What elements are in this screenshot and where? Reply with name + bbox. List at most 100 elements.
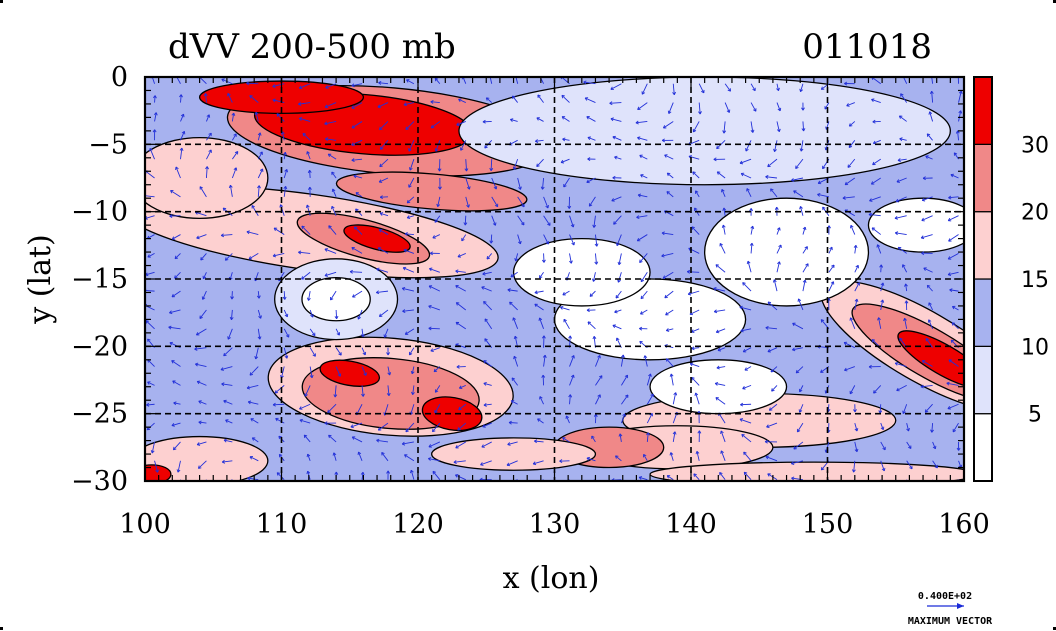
- wind-vector-head: [357, 451, 362, 456]
- wind-vector-head: [533, 483, 536, 486]
- wind-vector: [565, 415, 570, 424]
- wind-vector-head: [920, 384, 924, 389]
- wind-vector-head: [586, 116, 590, 120]
- wind-vector: [506, 460, 518, 466]
- wind-vector: [773, 279, 778, 292]
- wind-vector: [196, 328, 207, 336]
- wind-vector-head: [950, 339, 955, 344]
- wind-vector: [376, 290, 389, 293]
- wind-vector: [406, 79, 415, 85]
- wind-vector-head: [221, 78, 225, 82]
- wind-vector: [206, 114, 210, 122]
- wind-vector-head: [727, 88, 731, 92]
- wind-vector: [849, 385, 856, 395]
- wind-vector-head: [352, 294, 356, 298]
- wind-vector-head: [353, 174, 357, 179]
- wind-vector: [828, 264, 835, 273]
- wind-vector: [486, 97, 493, 103]
- wind-vector-head: [719, 472, 723, 476]
- wind-vector: [350, 271, 363, 273]
- wind-vector: [723, 207, 726, 216]
- wind-vector: [403, 249, 415, 254]
- wind-vector-head: [722, 130, 727, 134]
- wind-vector: [324, 271, 337, 277]
- wind-vector-head: [722, 207, 727, 211]
- wind-vector: [850, 317, 856, 329]
- wind-vector: [281, 131, 285, 141]
- wind-vector-head: [402, 266, 407, 271]
- wind-vector-head: [157, 487, 160, 490]
- wind-vector: [715, 382, 726, 386]
- wind-vector: [850, 225, 856, 235]
- wind-vector-head: [306, 453, 311, 458]
- wind-vector-head: [508, 420, 512, 425]
- wind-vector-head: [535, 139, 539, 143]
- y-tick-label: −30: [71, 466, 128, 497]
- wind-vector-head: [820, 86, 825, 90]
- wind-vector-head: [306, 151, 310, 155]
- wind-vector-head: [849, 390, 854, 395]
- wind-vector-head: [150, 450, 155, 454]
- wind-vector-head: [379, 163, 383, 168]
- wind-vector: [902, 77, 908, 84]
- wind-vector: [309, 366, 313, 378]
- wind-vector: [739, 306, 752, 311]
- wind-vector: [180, 94, 182, 103]
- wind-vector: [457, 253, 466, 258]
- wind-vector-head: [624, 374, 629, 379]
- wind-vector-head: [849, 317, 854, 321]
- wind-vector: [480, 460, 492, 466]
- wind-vector-head: [853, 409, 857, 413]
- colorbar-label: 5: [1028, 403, 1042, 428]
- wind-vector-head: [251, 205, 255, 209]
- wind-vector-head: [713, 287, 717, 291]
- wind-vector-head: [613, 221, 617, 225]
- wind-vector: [361, 472, 364, 480]
- wind-vector: [770, 188, 778, 198]
- wind-vector-head: [928, 302, 932, 306]
- wind-vector-head: [615, 337, 620, 341]
- wind-vector: [776, 83, 779, 91]
- wind-vector: [335, 366, 341, 377]
- wind-vector: [377, 247, 389, 254]
- wind-vector: [147, 253, 155, 258]
- wind-vector-head: [922, 176, 926, 181]
- wind-vector: [257, 309, 262, 319]
- wind-vector-head: [482, 119, 486, 124]
- wind-vector-head: [272, 98, 276, 103]
- wind-vector-head: [615, 455, 619, 459]
- wind-vector: [724, 83, 731, 92]
- wind-vector: [878, 317, 882, 329]
- wind-vector-head: [559, 459, 563, 464]
- wind-vector: [379, 229, 389, 235]
- wind-vector-head: [482, 271, 486, 276]
- wind-vector-head: [353, 226, 358, 230]
- wind-vector: [868, 214, 881, 217]
- wind-vector-head: [542, 354, 547, 359]
- wind-vector-head: [510, 118, 514, 122]
- wind-vector-head: [483, 301, 487, 305]
- wind-vector: [299, 419, 311, 424]
- colorbar-label: 30: [1021, 133, 1049, 158]
- wind-vector: [595, 375, 603, 386]
- wind-vector-head: [434, 389, 439, 393]
- wind-vector: [230, 309, 233, 320]
- wind-vector: [429, 268, 440, 273]
- wind-vector: [664, 290, 674, 299]
- wind-vector: [539, 396, 544, 405]
- wind-vector: [646, 413, 653, 424]
- wind-vector: [640, 290, 648, 300]
- wind-vector-head: [410, 370, 415, 375]
- wind-vector: [750, 102, 757, 112]
- wind-vector-head: [687, 291, 692, 296]
- wind-vector: [358, 451, 363, 461]
- wind-vector-head: [666, 191, 670, 195]
- wind-vector: [455, 474, 466, 481]
- wind-vector-head: [259, 151, 263, 155]
- wind-vector: [222, 460, 233, 463]
- wind-vector-head: [774, 206, 779, 210]
- wind-vector-head: [798, 388, 803, 393]
- wind-vector: [456, 302, 467, 311]
- wind-vector: [750, 243, 753, 254]
- wind-vector-head: [908, 445, 912, 449]
